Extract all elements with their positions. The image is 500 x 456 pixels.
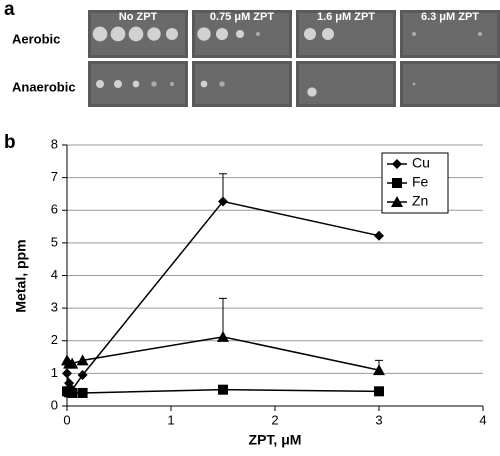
y-tick-label: 3	[51, 300, 58, 315]
colony-spot	[478, 32, 482, 36]
x-axis-title: ZPT, μM	[249, 432, 302, 448]
plate-inner	[299, 64, 393, 104]
y-axis-title: Metal, ppm	[13, 239, 29, 312]
panel-label: a	[4, 0, 15, 20]
column-label: 0.75 μM ZPT	[210, 11, 274, 23]
x-tick-label: 2	[271, 412, 278, 427]
data-point	[62, 368, 72, 379]
colony-spot	[219, 81, 225, 87]
data-point	[218, 384, 228, 395]
colony-spot	[132, 80, 140, 88]
colony-spot	[307, 87, 317, 97]
data-point	[66, 357, 79, 369]
x-tick-label: 4	[479, 412, 486, 427]
colony-spot	[412, 32, 416, 36]
column-label: 6.3 μM ZPT	[421, 11, 479, 23]
y-tick-label: 5	[51, 234, 58, 249]
legend-label: Zn	[412, 193, 428, 209]
y-tick-label: 2	[51, 332, 58, 347]
colony-spot	[412, 82, 416, 86]
y-tick-label: 8	[51, 136, 58, 151]
plate-inner	[403, 64, 497, 104]
series-line	[66, 200, 380, 392]
colony-spot	[216, 28, 228, 40]
colony-spot	[128, 26, 144, 42]
y-tick-label: 4	[51, 267, 58, 282]
legend-marker	[391, 196, 403, 207]
legend-label: Cu	[412, 155, 430, 171]
colony-spot	[114, 80, 122, 88]
x-tick-label: 0	[63, 412, 70, 427]
colony-spot	[304, 28, 316, 40]
legend-marker	[392, 178, 402, 188]
legend-marker	[392, 159, 402, 169]
y-tick-label: 1	[51, 365, 58, 380]
colony-spot	[110, 26, 126, 42]
panel-label: b	[4, 132, 16, 153]
colony-spot	[322, 28, 334, 40]
colony-spot	[197, 27, 211, 41]
colony-spot	[256, 32, 260, 36]
colony-spot	[147, 27, 161, 41]
colony-spot	[236, 30, 244, 38]
data-point	[373, 364, 385, 376]
row-label: Aerobic	[12, 31, 60, 46]
data-point	[374, 386, 384, 397]
row-label: Anaerobic	[12, 79, 76, 94]
plate-inner	[195, 64, 289, 104]
colony-spot	[166, 28, 178, 40]
colony-spot	[200, 80, 208, 88]
column-label: No ZPT	[119, 11, 158, 23]
column-label: 1.6 μM ZPT	[317, 11, 375, 23]
legend-label: Fe	[412, 174, 429, 190]
data-point	[217, 330, 229, 342]
data-point	[77, 387, 88, 398]
data-point	[374, 230, 384, 241]
data-point	[77, 370, 88, 381]
colony-spot	[170, 82, 174, 86]
x-tick-label: 3	[375, 412, 382, 427]
colony-spot	[96, 80, 104, 88]
data-point	[67, 387, 78, 398]
y-tick-label: 7	[51, 169, 58, 184]
error-bar	[219, 297, 227, 337]
x-tick-label: 1	[167, 412, 174, 427]
data-point	[76, 354, 89, 366]
colony-spot	[151, 81, 157, 87]
data-point	[218, 196, 228, 207]
y-tick-label: 6	[51, 202, 58, 217]
colony-spot	[92, 26, 108, 42]
y-tick-label: 0	[51, 397, 58, 412]
